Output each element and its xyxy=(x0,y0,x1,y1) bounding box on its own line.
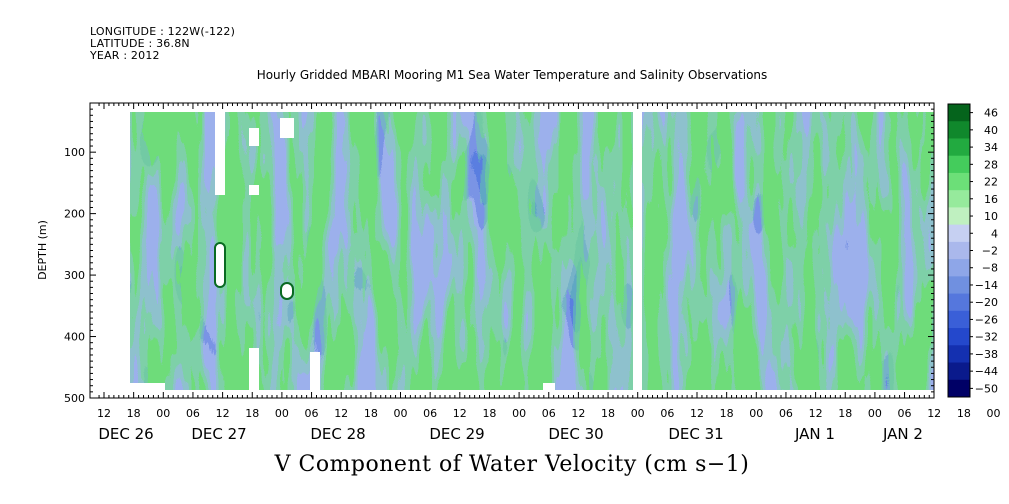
colorbar-swatch xyxy=(948,190,970,208)
x-tick-label: 00 xyxy=(275,407,289,420)
colorbar-swatch xyxy=(948,362,970,381)
x-tick-label: 06 xyxy=(542,407,556,420)
x-tick-label: 12 xyxy=(927,407,941,420)
year-label: YEAR : 2012 xyxy=(90,49,160,62)
x-date-label: JAN 2 xyxy=(882,425,923,443)
colorbar-label: 22 xyxy=(984,176,998,189)
x-tick-label: 18 xyxy=(957,407,971,420)
y-axis-label: DEPTH (m) xyxy=(36,220,49,280)
colorbar-label: −20 xyxy=(975,296,998,309)
latitude-label: LATITUDE : 36.8N xyxy=(90,37,190,50)
x-tick-label: 00 xyxy=(987,407,1001,420)
y-tick-label: 200 xyxy=(64,208,85,221)
x-tick-label: 00 xyxy=(394,407,408,420)
velocity-field xyxy=(130,112,934,392)
colorbar-label: 16 xyxy=(984,193,998,206)
x-date-label: DEC 31 xyxy=(668,425,723,443)
colorbar-swatch xyxy=(948,104,970,122)
x-date-label: DEC 27 xyxy=(191,425,246,443)
x-tick-label: 12 xyxy=(571,407,585,420)
colorbar-swatch xyxy=(948,259,970,277)
x-tick-label: 12 xyxy=(97,407,111,420)
colorbar-swatch xyxy=(948,172,970,191)
colorbar-label: −38 xyxy=(975,348,998,361)
x-date-label: DEC 28 xyxy=(310,425,365,443)
colorbar-label: −8 xyxy=(982,262,998,275)
x-date-label: JAN 1 xyxy=(794,425,835,443)
x-tick-label: 06 xyxy=(423,407,437,420)
y-tick-label: 500 xyxy=(64,392,85,405)
x-tick-label: 00 xyxy=(512,407,526,420)
x-axis: 12 18 00 06 12 18 00 06 12 18 00 06 12 18 00 06 12 18 00 06… xyxy=(97,103,1001,443)
colorbar-swatch xyxy=(948,379,970,398)
colorbar-swatch xyxy=(948,328,970,346)
x-tick-label: 06 xyxy=(898,407,912,420)
x-tick-label: 18 xyxy=(838,407,852,420)
colorbar-swatch xyxy=(948,293,970,312)
y-tick-label: 100 xyxy=(64,146,85,159)
colorbar-label: 34 xyxy=(984,141,998,154)
colorbar-swatch xyxy=(948,241,970,260)
x-tick-label: 00 xyxy=(156,407,170,420)
x-tick-label: 18 xyxy=(601,407,615,420)
x-tick-label: 12 xyxy=(334,407,348,420)
x-tick-label: 00 xyxy=(631,407,645,420)
colorbar-label: 4 xyxy=(991,227,998,240)
colorbar-label: 40 xyxy=(984,124,998,137)
y-tick-label: 300 xyxy=(64,269,85,282)
x-tick-label: 12 xyxy=(216,407,230,420)
colorbar-label: −26 xyxy=(975,313,998,326)
y-axis: 100 200 300 400 500 xyxy=(64,102,934,405)
colorbar-swatch xyxy=(948,276,970,295)
x-tick-label: 18 xyxy=(364,407,378,420)
colorbar-swatch xyxy=(948,121,970,139)
colorbar-label: 46 xyxy=(984,107,998,120)
x-tick-label: 00 xyxy=(749,407,763,420)
colorbar-label: 28 xyxy=(984,158,998,171)
colorbar-swatch xyxy=(948,138,970,157)
x-tick-label: 18 xyxy=(720,407,734,420)
x-tick-label: 06 xyxy=(779,407,793,420)
x-tick-label: 06 xyxy=(186,407,200,420)
colorbar-label: −2 xyxy=(982,245,998,258)
colorbar-label: −44 xyxy=(975,365,998,378)
x-tick-label: 12 xyxy=(453,407,467,420)
x-tick-label: 12 xyxy=(809,407,823,420)
x-tick-label: 18 xyxy=(482,407,496,420)
colorbar-swatch xyxy=(948,345,970,364)
colorbar-swatch xyxy=(948,224,970,243)
colorbar-swatch xyxy=(948,310,970,329)
x-date-label: DEC 29 xyxy=(429,425,484,443)
x-tick-label: 18 xyxy=(245,407,259,420)
variable-title: V Component of Water Velocity (cm s−1) xyxy=(274,452,750,477)
colorbar-swatch xyxy=(948,207,970,226)
x-tick-label: 06 xyxy=(305,407,319,420)
colorbar-swatch xyxy=(948,155,970,174)
heatmap-field xyxy=(90,103,934,398)
x-tick-label: 18 xyxy=(127,407,141,420)
colorbar: 46 40 34 28 22 16 10 4 −2 −8 −14 −20 −26 −32 −38 −44 −50 xyxy=(947,103,998,398)
x-tick-label: 06 xyxy=(660,407,674,420)
colorbar-label: 10 xyxy=(984,210,998,223)
x-date-label: DEC 26 xyxy=(98,425,153,443)
chart-title: Hourly Gridded MBARI Mooring M1 Sea Wate… xyxy=(256,68,768,82)
colorbar-label: −14 xyxy=(975,279,998,292)
y-tick-label: 400 xyxy=(64,331,85,344)
colorbar-label: −50 xyxy=(975,382,998,395)
colorbar-label: −32 xyxy=(975,331,998,344)
x-date-label: DEC 30 xyxy=(548,425,603,443)
missing-data-gaps xyxy=(90,103,934,398)
x-tick-label: 12 xyxy=(690,407,704,420)
longitude-label: LONGITUDE : 122W(-122) xyxy=(90,25,236,38)
x-tick-label: 00 xyxy=(868,407,882,420)
